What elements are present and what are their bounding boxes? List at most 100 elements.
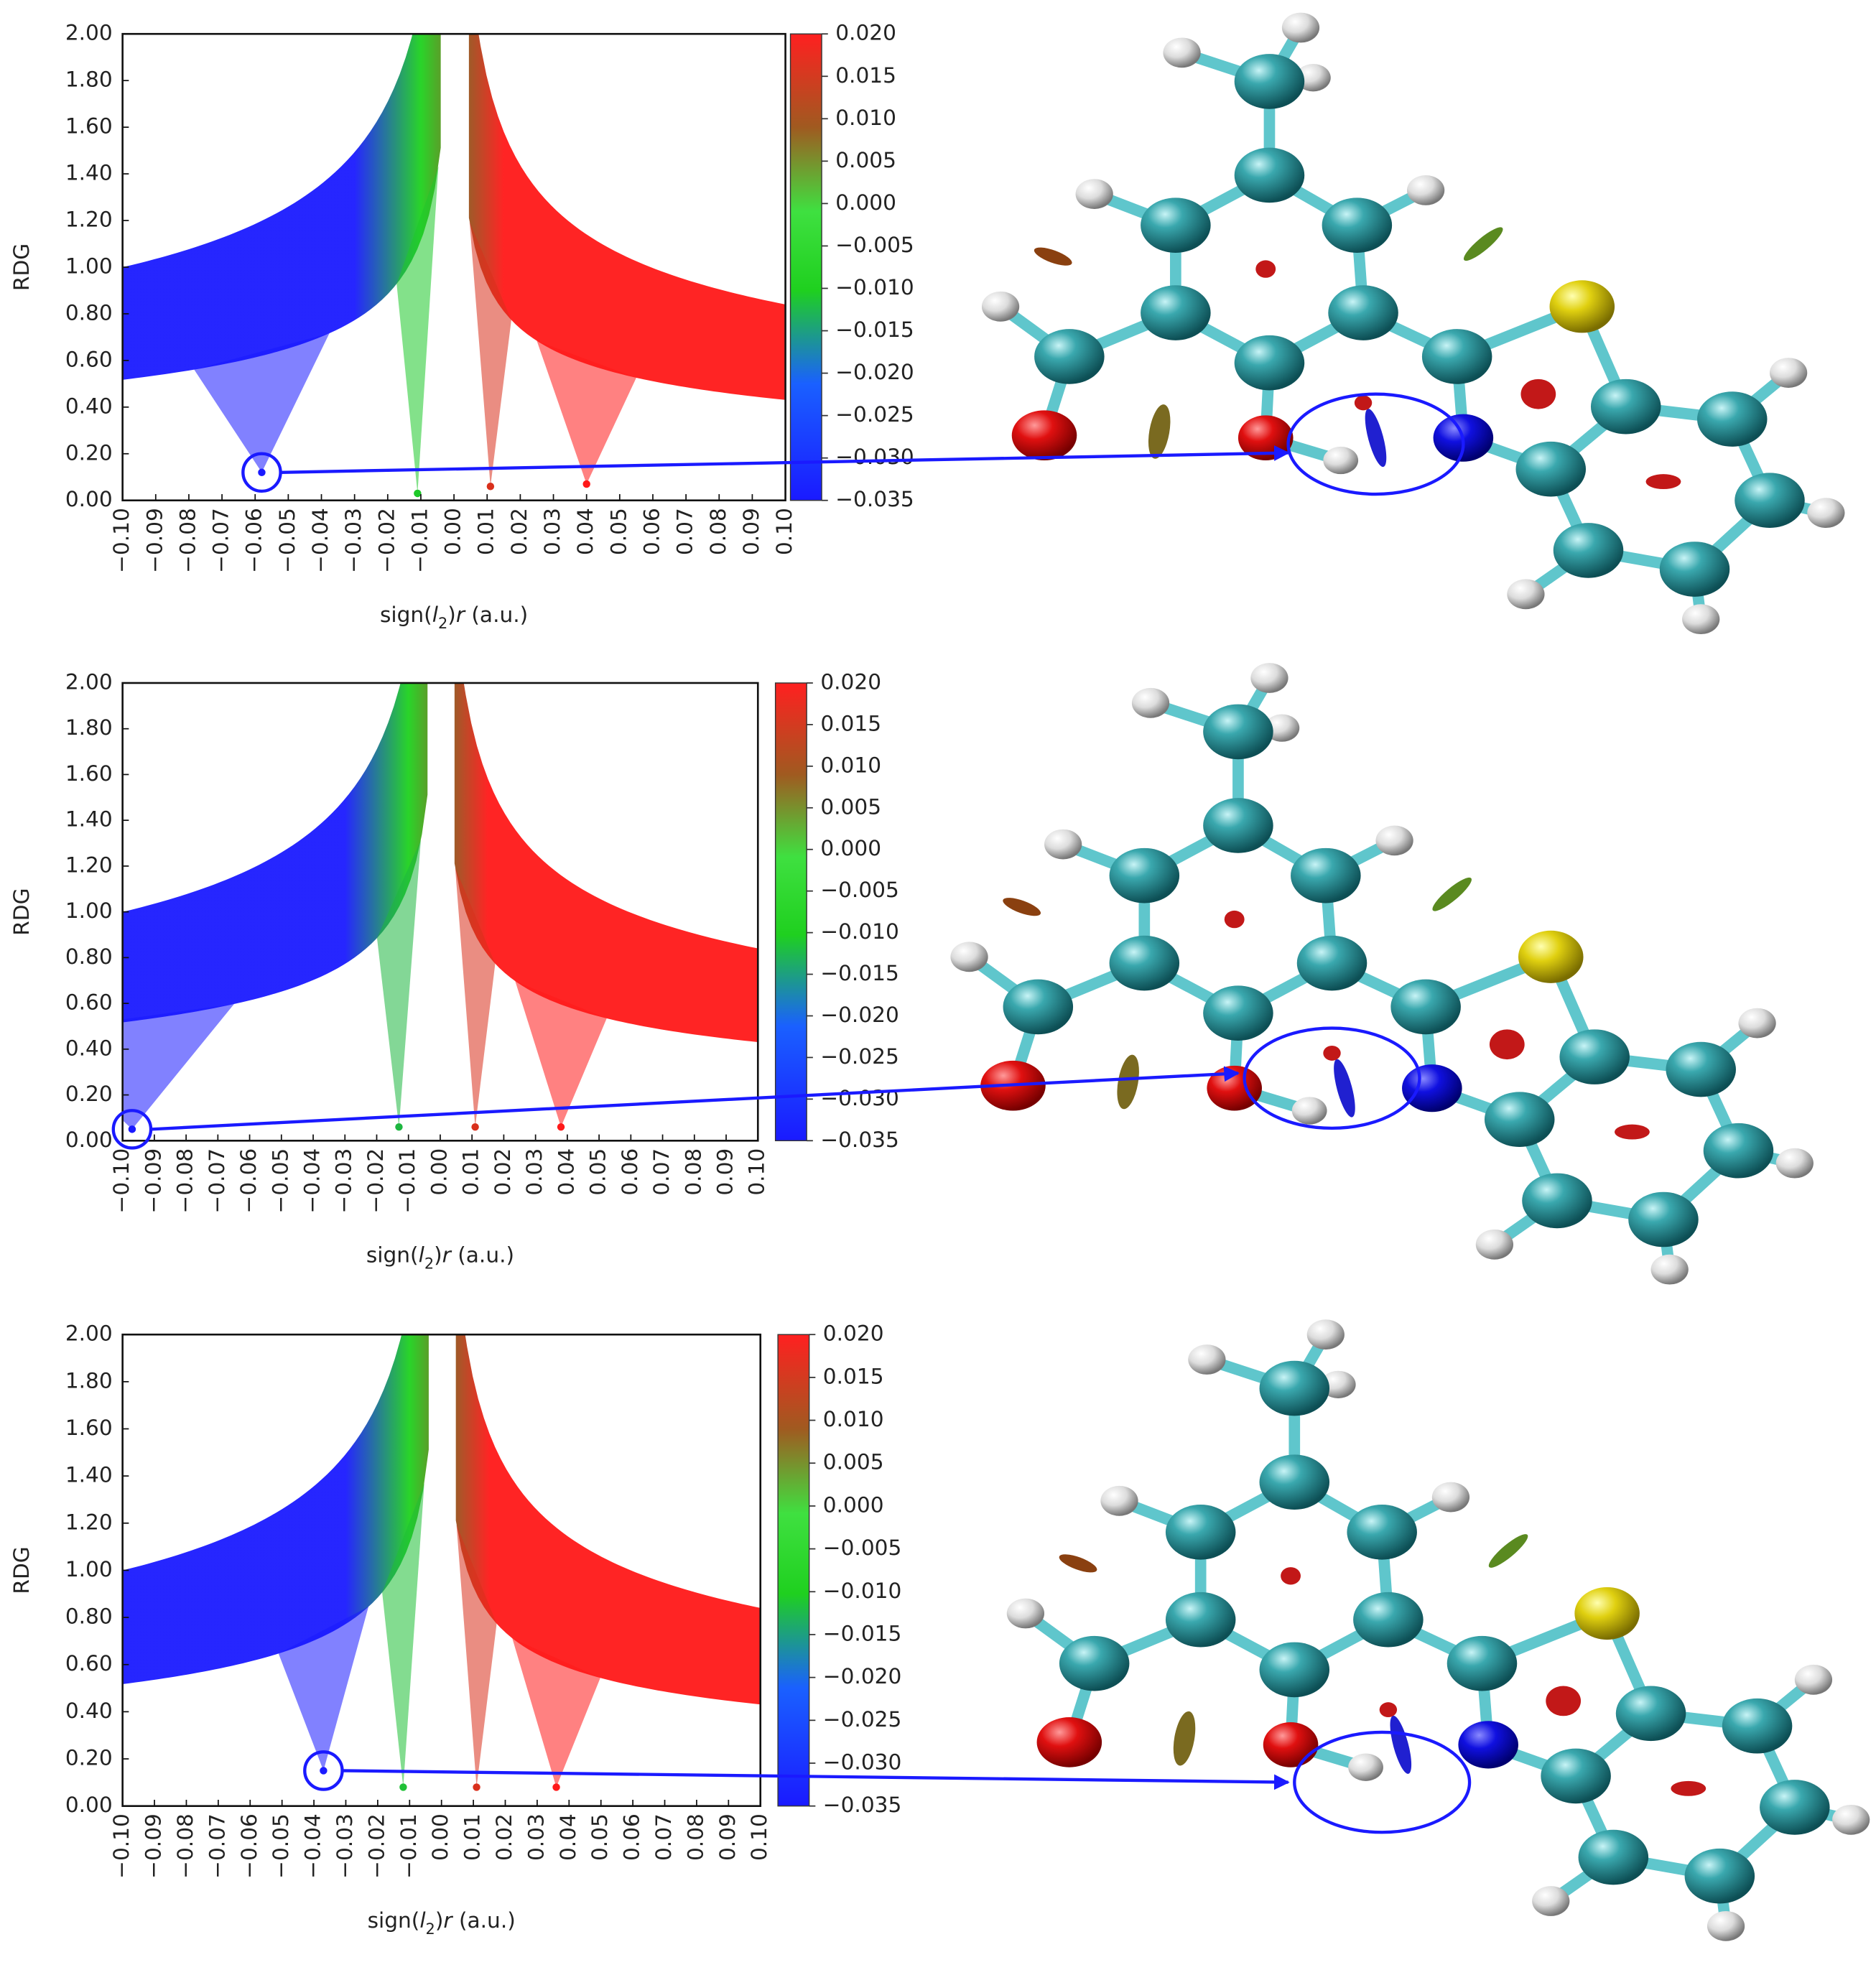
x-tick-label: −0.03 <box>332 1148 356 1214</box>
point <box>473 1783 480 1791</box>
y-tick-label: 1.20 <box>65 1510 113 1534</box>
x-tick-label: −0.10 <box>109 508 134 573</box>
point <box>471 1123 479 1131</box>
y-tick-label: 1.40 <box>65 161 113 185</box>
colorbar-tick-label: −0.010 <box>835 275 914 299</box>
x-axis-label-part: sign( <box>366 1242 419 1267</box>
x-tick-label: −0.06 <box>236 1148 261 1214</box>
colorbar-tick-label: 0.010 <box>823 1407 884 1431</box>
colorbar-tick-label: −0.025 <box>820 1044 899 1069</box>
colorbar-tick-label: −0.010 <box>820 919 899 944</box>
x-tick-label: −0.02 <box>374 508 399 573</box>
x-axis-label-part: (a.u.) <box>451 1242 514 1267</box>
point <box>395 1123 403 1131</box>
y-tick-label: 1.40 <box>65 1463 113 1487</box>
x-tick-label: −0.02 <box>364 1813 389 1879</box>
spike <box>515 981 607 1128</box>
x-tick-label: 0.06 <box>618 1148 642 1196</box>
colorbar-tick-label: 0.010 <box>820 753 881 777</box>
x-tick-label: 0.07 <box>673 508 697 555</box>
colorbar-tick-label: −0.005 <box>823 1535 902 1560</box>
x-tick-label: −0.05 <box>268 1148 292 1214</box>
colorbar-tick-label: −0.030 <box>823 1750 902 1775</box>
colorbar-tick-label: −0.035 <box>823 1793 902 1817</box>
molecule-1 <box>982 13 1845 634</box>
x-tick-label: 0.08 <box>706 508 730 555</box>
y-tick-label: 0.60 <box>65 1651 113 1676</box>
x-axis-label-part: l <box>432 602 439 626</box>
spike <box>382 1483 424 1788</box>
x-tick-label: 0.04 <box>573 508 598 555</box>
y-tick-label: 2.00 <box>65 21 113 45</box>
x-tick-label: 0.06 <box>639 508 664 555</box>
x-tick-label: 0.08 <box>681 1148 705 1196</box>
x-tick-label: 0.10 <box>747 1813 771 1861</box>
x-tick-label: −0.07 <box>209 508 233 573</box>
point-cloud <box>454 682 758 1042</box>
x-tick-label: −0.03 <box>333 1813 357 1879</box>
colorbar-tick-label: −0.025 <box>835 402 914 427</box>
x-axis-label-part: 2 <box>424 1255 434 1272</box>
x-tick-label: −0.08 <box>173 1148 198 1214</box>
colorbar <box>774 682 807 1141</box>
x-axis-label-part: sign( <box>380 602 432 626</box>
colorbar-tick-label: 0.005 <box>835 148 896 172</box>
y-axis-label: RDG <box>9 243 34 291</box>
x-tick-label: −0.08 <box>175 508 200 573</box>
point <box>128 1125 136 1133</box>
x-tick-label: 0.03 <box>524 1813 548 1861</box>
x-axis-label-part: ) <box>435 1908 444 1932</box>
colorbar-tick-label: 0.020 <box>823 1321 884 1346</box>
x-axis-label-part: (a.u.) <box>452 1908 516 1932</box>
x-axis-label-part: r <box>443 1908 453 1932</box>
y-tick-label: 0.80 <box>65 1604 113 1629</box>
x-tick-label: 0.05 <box>606 508 631 555</box>
point-cloud <box>455 1334 761 1705</box>
x-tick-label: 0.05 <box>586 1148 610 1196</box>
spike <box>512 1638 600 1788</box>
x-tick-label: 0.07 <box>649 1148 674 1196</box>
molecule-highlight <box>1243 1026 1421 1130</box>
y-tick-label: 1.80 <box>65 715 113 740</box>
point <box>552 1783 560 1791</box>
point-cloud <box>122 1334 429 1684</box>
point <box>557 1123 565 1131</box>
x-tick-label: −0.09 <box>142 508 167 573</box>
x-axis-label: sign(l2)r (a.u.) <box>366 1242 514 1273</box>
x-axis-label-part: r <box>442 1242 452 1267</box>
x-tick-label: 0.09 <box>715 1813 740 1861</box>
x-axis-label-part: r <box>456 602 466 626</box>
colorbar-tick-label: 0.020 <box>820 669 881 694</box>
point <box>582 480 590 488</box>
x-axis-label-part: 2 <box>438 615 447 632</box>
plot-area <box>122 682 758 1133</box>
x-tick-label: −0.10 <box>109 1148 134 1214</box>
spike <box>376 840 421 1128</box>
x-tick-label: −0.04 <box>308 508 333 573</box>
chart: 0.00 0.20 0.40 0.60 0.80 1.00 1.20 1.40 1.60 1.80… <box>9 21 1465 632</box>
y-axis-label: RDG <box>9 1546 34 1594</box>
colorbar-tick-label: −0.030 <box>820 1086 899 1110</box>
colorbar-tick-label: −0.005 <box>820 878 899 902</box>
x-tick-label: 0.02 <box>491 1148 515 1196</box>
x-tick-label: −0.06 <box>237 1813 261 1879</box>
y-tick-label: 1.00 <box>65 898 113 923</box>
colorbar-tick-label: −0.015 <box>823 1621 902 1645</box>
x-tick-label: 0.02 <box>507 508 531 555</box>
y-axis-label: RDG <box>9 888 34 935</box>
y-tick-label: 0.00 <box>65 487 113 511</box>
molecule-highlight <box>1286 392 1465 496</box>
y-tick-label: 0.60 <box>65 990 113 1015</box>
x-tick-label: 0.04 <box>554 1148 578 1196</box>
y-tick-label: 0.80 <box>65 944 113 969</box>
x-tick-label: −0.07 <box>205 1813 229 1879</box>
x-tick-label: 0.00 <box>427 1148 451 1196</box>
molecule-2 <box>950 663 1814 1284</box>
x-axis-label-part: 2 <box>426 1920 435 1938</box>
x-tick-label: −0.04 <box>301 1813 325 1879</box>
spike <box>396 166 439 493</box>
y-tick-label: 0.20 <box>65 440 113 465</box>
x-tick-label: −0.02 <box>363 1148 388 1214</box>
colorbar-tick-label: −0.020 <box>835 360 914 384</box>
y-tick-label: 1.60 <box>65 114 113 139</box>
